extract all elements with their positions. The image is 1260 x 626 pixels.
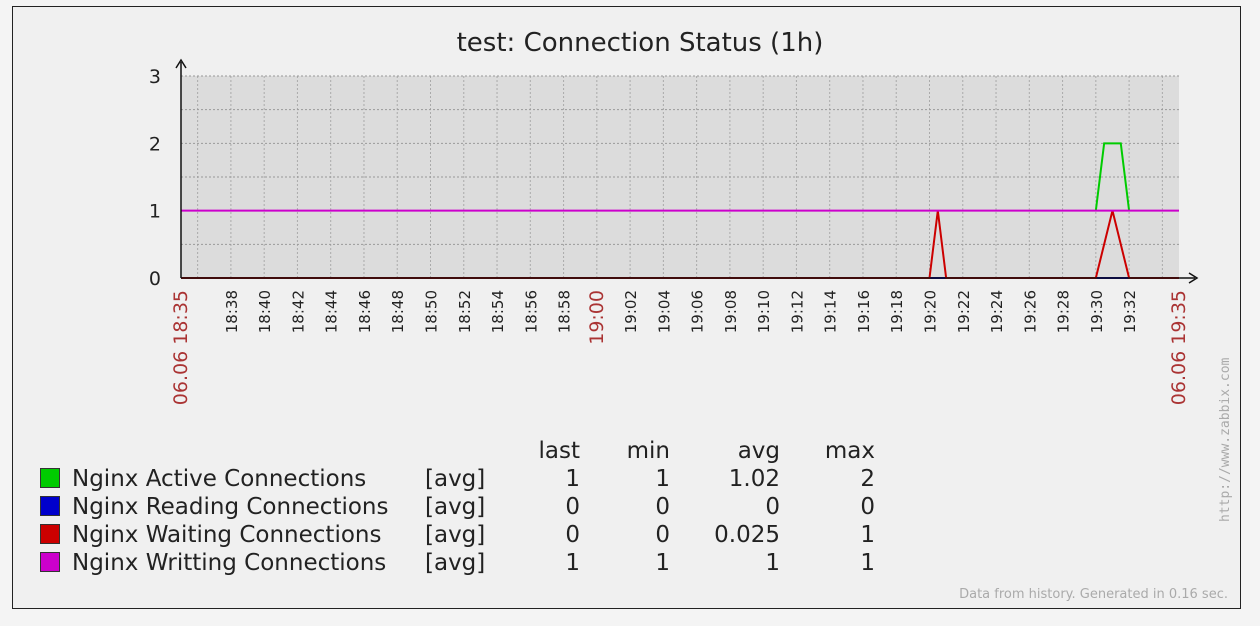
legend-swatch-waiting [40,524,60,544]
legend-header-avg: avg [737,438,780,464]
legend-name: Nginx Writting Connections [72,550,387,576]
legend-table: last min avg max Nginx Active Connection… [40,437,875,577]
legend-min: 1 [655,550,670,576]
legend-func: [avg] [425,466,486,492]
x-tick-label: 19:16 [855,290,873,333]
x-tick-label: 18:40 [256,290,274,333]
legend-max: 1 [860,522,875,548]
legend-row-reading: Nginx Reading Connections [avg] 0 0 0 0 [40,493,875,521]
legend-header-row: last min avg max [40,437,876,465]
x-tick-label: 19:08 [722,290,740,333]
legend-min: 1 [655,466,670,492]
x-tick-label: 19:28 [1055,290,1073,333]
legend-name: Nginx Active Connections [72,466,367,492]
legend-header-min: min [626,438,670,464]
x-tick-label: 19:06 [689,290,707,333]
legend-max: 0 [860,494,875,520]
x-tick-label: 18:52 [456,290,474,333]
legend-last: 1 [565,550,580,576]
x-tick-label: 18:38 [223,290,241,333]
x-tick-label: 18:56 [522,290,540,333]
legend-min: 0 [655,494,670,520]
graph-frame: test: Connection Status (1h) 0 1 2 3 18:38 18:… [12,6,1241,609]
x-tick-label: 19:18 [888,290,906,333]
connection-status-chart: test: Connection Status (1h) 0 1 2 3 18:38 18:… [149,28,1199,405]
legend-avg: 0.025 [714,522,780,548]
chart-title: test: Connection Status (1h) [457,28,824,58]
legend-swatch-reading [40,496,60,516]
legend-avg: 1 [765,550,780,576]
legend-swatch-writting [40,552,60,572]
legend-avg: 1.02 [728,466,780,492]
legend-avg: 0 [765,494,780,520]
legend-min: 0 [655,522,670,548]
legend-max: 1 [860,550,875,576]
x-tick-label: 19:30 [1088,290,1106,333]
x-tick-label: 19:02 [622,290,640,333]
legend-row-active: Nginx Active Connections [avg] 1 1 1.02 … [40,465,875,493]
x-tick-label: 19:14 [822,290,840,333]
x-tick-label: 19:24 [988,290,1006,333]
x-tick-label: 18:58 [556,290,574,333]
x-tick-label-highlight: 19:00 [586,290,608,345]
series-line-nginx-active-connections [1094,142,1131,211]
legend-swatch-active [40,468,60,488]
x-end-label: 06.06 19:35 [1168,290,1190,405]
zabbix-watermark: http://www.zabbix.com [1218,357,1233,522]
y-tick-label: 2 [149,133,161,155]
legend-row-writting: Nginx Writting Connections [avg] 1 1 1 1 [40,549,875,577]
legend-last: 0 [565,494,580,520]
x-tick-label: 18:50 [423,290,441,333]
x-tick-label: 18:42 [289,290,307,333]
y-tick-label: 0 [149,268,161,290]
x-tick-label: 19:10 [755,290,773,333]
y-axis-arrow [175,58,187,69]
legend-func: [avg] [425,522,486,548]
legend-row-waiting: Nginx Waiting Connections [avg] 0 0 0.02… [40,521,875,549]
legend-header-max: max [824,438,875,464]
x-tick-label: 18:44 [323,290,341,333]
x-tick-label: 18:54 [489,290,507,333]
x-tick-label: 19:12 [788,290,806,333]
x-tick-label: 19:20 [922,290,940,333]
x-tick-label: 19:22 [955,290,973,333]
legend-header-last: last [538,438,581,464]
legend-func: [avg] [425,494,486,520]
x-tick-label: 18:48 [389,290,407,333]
x-axis-arrow [1188,272,1199,284]
legend-last: 0 [565,522,580,548]
legend-func: [avg] [425,550,486,576]
legend-max: 2 [860,466,875,492]
legend-last: 1 [565,466,580,492]
x-tick-label: 19:04 [655,290,673,333]
generation-footer: Data from history. Generated in 0.16 sec… [959,587,1228,602]
x-tick-label: 18:46 [356,290,374,333]
x-tick-label: 19:26 [1021,290,1039,333]
y-tick-label: 3 [149,66,161,88]
x-tick-label: 19:32 [1121,290,1139,333]
plot-area [181,76,1179,278]
legend-name: Nginx Reading Connections [72,494,389,520]
x-start-label: 06.06 18:35 [170,290,192,405]
y-tick-label: 1 [149,201,161,223]
legend-name: Nginx Waiting Connections [72,522,382,548]
